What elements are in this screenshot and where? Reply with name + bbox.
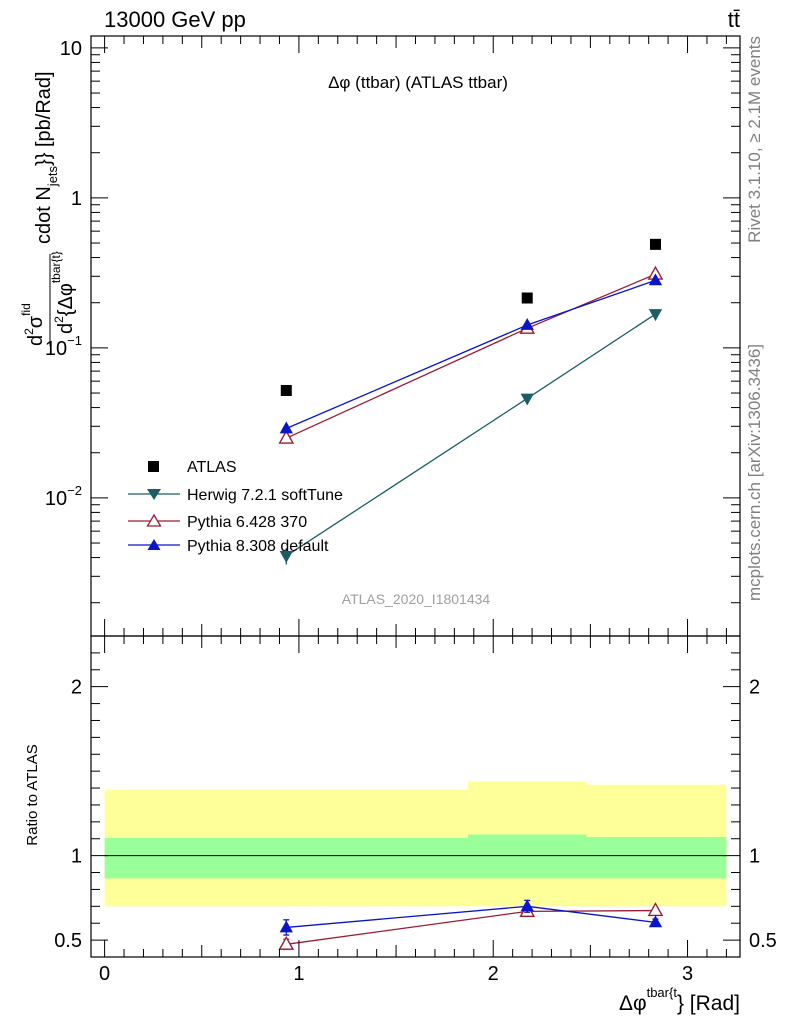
ylabel-sup-2b: 2: [52, 316, 66, 323]
legend-label-herwig: Herwig 7.2.1 softTune: [187, 487, 343, 504]
legend-label-pythia8: Pythia 8.308 default: [187, 538, 329, 555]
ratio-axes: 0.5 0.5 1 1 2 2 0 1 2 3: [54, 635, 777, 985]
rivet-version-label: Rivet 3.1.10, ≥ 2.1M events: [745, 36, 764, 243]
main-point-atlas: [521, 292, 533, 304]
main-point-pythia-8-308-default: [520, 318, 534, 330]
xlabel-main: Δφ: [619, 992, 647, 1015]
ratio-data-layer: [278, 899, 664, 951]
main-y-tick-exponent: −1: [67, 333, 82, 348]
main-point-atlas: [280, 384, 292, 396]
ylabel-denominator: {Δφ: [55, 283, 77, 316]
ylabel-sigma: σ: [25, 315, 47, 328]
main-line-pythia-6-428-370: [286, 273, 656, 439]
ratio-y-tick-label-right: 1: [749, 846, 760, 868]
ratio-y-tick-label-right: 0.5: [749, 930, 777, 952]
ylabel-end: }} [pb/Rad]: [33, 71, 55, 166]
main-y-tick-label: 10−2: [45, 483, 82, 510]
mcplots-label: mcplots.cern.ch [arXiv:1306.3436]: [745, 344, 764, 601]
legend-marker-atlas: [148, 461, 159, 472]
ylabel-denominator-d: d: [55, 323, 77, 334]
legend-marker-pythia6: [146, 513, 162, 527]
ratio-x-tick-label: 3: [682, 963, 693, 985]
svg-text:d2σfid: d2σfid: [19, 303, 47, 346]
main-point-herwig-7-2-1-softtune: [648, 309, 663, 322]
ylabel-sup-tbar: tbar{t}: [49, 251, 63, 283]
header-process-label: tt̄: [728, 7, 740, 32]
svg-text:cdot Njets}} [pb/Rad]: cdot Njets}} [pb/Rad]: [33, 71, 60, 244]
ratio-x-tick-label: 0: [99, 963, 110, 985]
main-line-herwig-7-2-1-softtune: [285, 313, 656, 557]
ylabel-mid: cdot N: [33, 186, 55, 244]
ratio-band-inner-0: [104, 837, 468, 879]
legend-label-pythia6: Pythia 6.428 370: [187, 514, 307, 531]
ratio-point-pythia-8-308-default: [648, 915, 663, 928]
ratio-point-pythia-8-308-default: [520, 899, 534, 912]
ratio-y-tick-label-left: 0.5: [54, 930, 82, 952]
svg-text:d2{Δφtbar{t}: d2{Δφtbar{t}: [49, 251, 77, 334]
ratio-band-inner-2: [586, 837, 727, 879]
ratio-y-tick-label-right: 2: [749, 677, 760, 699]
xlabel-end: } [Rad]: [677, 992, 740, 1015]
xlabel-sup: tbar{t: [647, 985, 678, 1000]
main-point-pythia-8-308-default: [648, 273, 663, 286]
ylabel-sup-2: 2: [22, 328, 36, 335]
main-point-herwig-7-2-1-softtune: [520, 393, 534, 406]
ylabel-d: d: [25, 335, 47, 346]
main-title: Δφ (ttbar) (ATLAS ttbar): [328, 73, 508, 92]
main-point-atlas: [649, 238, 661, 250]
ratio-panel: 0.5 0.5 1 1 2 2 0 1 2 3 Ratio to ATLAS Δφtbar{t} …: [24, 635, 777, 1015]
ratio-y-axis-label: Ratio to ATLAS: [24, 744, 41, 845]
legend: ATLAS Herwig 7.2.1 softTune Pythia 6.428…: [128, 459, 343, 555]
main-y-tick-exponent: −2: [67, 483, 82, 498]
legend-marker-herwig: [147, 489, 161, 500]
ratio-y-tick-label-left: 1: [71, 846, 82, 868]
ratio-bands-layer: [104, 781, 727, 907]
main-y-tick-base: 10: [45, 488, 67, 510]
ratio-x-tick-label: 2: [488, 963, 499, 985]
ratio-band-inner-1: [467, 834, 587, 879]
ylabel-sub-jets: jets: [45, 165, 60, 187]
watermark: ATLAS_2020_I1801434: [342, 591, 491, 607]
main-point-pythia-6-428-370: [278, 429, 295, 444]
main-y-tick-label: 1: [71, 188, 82, 210]
legend-marker-pythia8: [147, 539, 161, 550]
main-y-tick-label: 10: [60, 38, 82, 60]
main-y-tick-base: 10: [45, 338, 67, 360]
main-point-pythia-8-308-default: [279, 421, 293, 434]
ratio-x-axis-label: Δφtbar{t} [Rad]: [619, 985, 740, 1015]
main-data-layer: [278, 238, 664, 565]
ratio-x-tick-label: 1: [293, 963, 304, 985]
ratio-line-pythia-8-308-default: [286, 905, 656, 929]
ylabel-sup-fid: fid: [19, 303, 33, 316]
legend-label-atlas: ATLAS: [187, 459, 237, 476]
ratio-point-pythia-8-308-default: [279, 920, 293, 933]
header-energy-label: 13000 GeV pp: [104, 7, 246, 32]
main-point-herwig-7-2-1-softtune: [279, 551, 293, 563]
main-y-axis-label: d2σfid d2{Δφtbar{t} cdot Njets}} [pb/Rad…: [19, 71, 77, 346]
ratio-y-tick-label-left: 2: [71, 677, 82, 699]
ratio-point-pythia-6-428-370: [278, 935, 295, 950]
